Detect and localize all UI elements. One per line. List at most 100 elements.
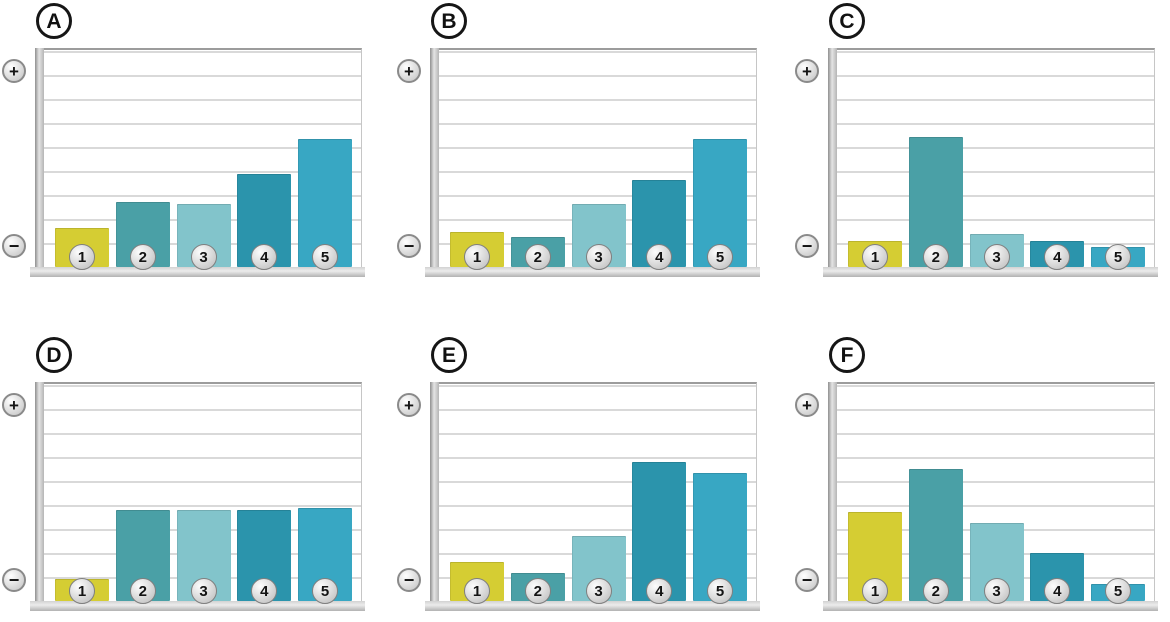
plot-area: 1 2 3 4 5 (439, 48, 757, 270)
bar-slot: 3 (176, 50, 231, 270)
panel-letter: A (46, 9, 62, 33)
panel-letter: B (441, 9, 457, 33)
panel-letter: F (840, 343, 854, 367)
bar-slot: 5 (298, 50, 352, 270)
category-badge: 3 (190, 244, 217, 270)
bar-slot: 4 (632, 50, 687, 270)
plus-icon: + (397, 393, 421, 417)
x-axis-bar (30, 267, 365, 277)
bar-slot: 4 (237, 384, 292, 604)
y-axis-bar (430, 48, 439, 267)
bar-slot: 2 (115, 384, 170, 604)
category-badge: 1 (69, 578, 95, 604)
bar-slot: 5 (1091, 384, 1145, 604)
plus-icon: + (795, 59, 819, 83)
chart-frame: B + − 1 2 3 4 5 (397, 3, 760, 277)
minus-label: − (403, 236, 415, 256)
plot-area: 1 2 3 4 5 (44, 48, 362, 270)
chart-panel-B: B + − 1 2 3 4 5 (390, 0, 780, 311)
category-badge: 1 (862, 578, 888, 604)
chart-frame: A + − 1 2 3 4 5 (2, 3, 365, 277)
category-badge: 5 (312, 578, 338, 604)
category-badge: 1 (464, 244, 490, 270)
panel-label: E (431, 337, 467, 373)
plus-icon: + (397, 59, 421, 83)
chart-frame: C + − 1 2 3 4 5 (795, 3, 1158, 277)
category-badge: 2 (129, 244, 156, 270)
plus-label: + (802, 395, 812, 415)
category-badge: 1 (69, 244, 95, 270)
category-badge: 4 (646, 578, 673, 604)
x-axis-bar (425, 267, 760, 277)
bar-slot: 1 (848, 50, 902, 270)
minus-icon: − (2, 234, 26, 258)
y-axis-bar (828, 48, 837, 267)
bar-slot: 5 (693, 50, 747, 270)
bar-slot: 3 (969, 50, 1024, 270)
panel-label: D (36, 337, 72, 373)
panel-letter: D (46, 343, 62, 367)
bar-slot: 4 (632, 384, 687, 604)
category-badge: 5 (1105, 578, 1131, 604)
category-badge: 2 (922, 578, 949, 604)
minus-label: − (801, 236, 813, 256)
plus-icon: + (795, 393, 819, 417)
chart-frame: D + − 1 2 3 4 5 (2, 337, 365, 611)
bar-slot: 3 (571, 50, 626, 270)
y-axis-bar (35, 48, 44, 267)
plus-icon: + (2, 393, 26, 417)
category-badge: 2 (524, 244, 551, 270)
chart-frame: F + − 1 2 3 4 5 (795, 337, 1158, 611)
bar-slot: 2 (510, 384, 565, 604)
minus-icon: − (397, 568, 421, 592)
minus-icon: − (795, 234, 819, 258)
minus-icon: − (795, 568, 819, 592)
plot-area: 1 2 3 4 5 (439, 382, 757, 604)
bar-slot: 2 (908, 50, 963, 270)
plot-area: 1 2 3 4 5 (44, 382, 362, 604)
panel-label: B (431, 3, 467, 39)
bar-slot: 5 (298, 384, 352, 604)
plot-area: 1 2 3 4 5 (837, 382, 1155, 604)
minus-label: − (8, 570, 20, 590)
bar-slot: 1 (55, 384, 109, 604)
minus-label: − (8, 236, 20, 256)
category-badge: 4 (1044, 244, 1071, 270)
x-axis-bar (425, 601, 760, 611)
category-badge: 2 (129, 578, 156, 604)
bar-slot: 1 (55, 50, 109, 270)
panel-label: F (829, 337, 865, 373)
bar-slot: 2 (908, 384, 963, 604)
minus-icon: − (397, 234, 421, 258)
chart-frame: E + − 1 2 3 4 5 (397, 337, 760, 611)
panel-letter: E (441, 343, 456, 367)
category-badge: 4 (251, 244, 278, 270)
bar-slot: 5 (1091, 50, 1145, 270)
category-badge: 5 (707, 578, 733, 604)
category-badge: 1 (464, 578, 490, 604)
bar-slot: 3 (176, 384, 231, 604)
category-badge: 2 (922, 244, 949, 270)
plot-area: 1 2 3 4 5 (837, 48, 1155, 270)
bar-slot: 1 (450, 384, 504, 604)
plus-label: + (802, 61, 812, 81)
bar-slot: 4 (1030, 384, 1085, 604)
minus-label: − (801, 570, 813, 590)
bar-slot: 2 (510, 50, 565, 270)
bar-slot: 1 (450, 50, 504, 270)
x-axis-bar (823, 267, 1158, 277)
category-badge: 3 (190, 578, 217, 604)
x-axis-bar (30, 601, 365, 611)
chart-panel-D: D + − 1 2 3 4 5 (0, 311, 390, 622)
plus-label: + (9, 395, 19, 415)
y-axis-bar (430, 382, 439, 601)
bar-slot: 3 (571, 384, 626, 604)
chart-panel-F: F + − 1 2 3 4 5 (780, 311, 1170, 622)
category-badge: 5 (707, 244, 733, 270)
chart-panel-C: C + − 1 2 3 4 5 (780, 0, 1170, 311)
x-axis-bar (823, 601, 1158, 611)
plus-label: + (404, 61, 414, 81)
bar-slot: 5 (693, 384, 747, 604)
category-badge: 5 (1105, 244, 1131, 270)
